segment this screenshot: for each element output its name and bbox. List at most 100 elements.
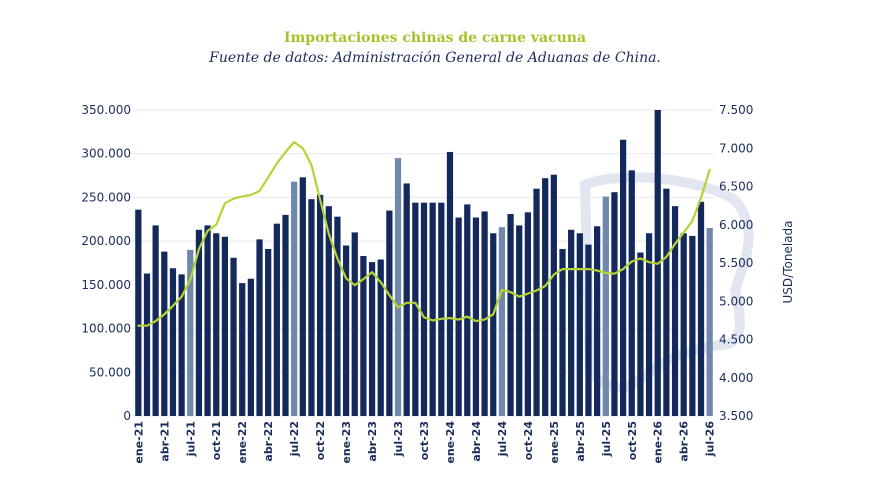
bar	[472, 217, 480, 416]
x-tick-label: oct-21	[210, 421, 223, 460]
bar	[265, 249, 272, 416]
x-tick-label: jul-21	[184, 421, 197, 457]
right-axis: 3.500 4.000 4.500 5.000 5.500 6.000 6.500 7.000…	[719, 103, 753, 423]
bar	[516, 225, 523, 416]
bar	[169, 268, 177, 416]
x-tick-label: ene-24	[444, 421, 457, 464]
price-line-series	[137, 141, 711, 327]
bar	[239, 283, 246, 416]
bar	[706, 228, 713, 416]
bar	[559, 249, 566, 416]
bar	[135, 209, 142, 416]
bar	[680, 233, 687, 416]
chart-subtitle: Fuente de datos: Administración General …	[209, 50, 661, 66]
x-tick-label: abr-25	[574, 421, 587, 462]
bar	[524, 212, 531, 416]
bar	[637, 252, 644, 416]
x-tick-label: oct-23	[418, 421, 431, 460]
x-tick-label: jul-22	[288, 421, 301, 457]
bar	[611, 192, 618, 416]
x-tick-label: abr-22	[262, 421, 275, 462]
bar	[213, 233, 220, 416]
right-tick-label: 7.000	[719, 141, 753, 155]
bar	[204, 225, 211, 416]
bar	[550, 174, 557, 416]
bar	[645, 233, 653, 416]
bar	[161, 251, 168, 416]
bar	[256, 239, 263, 416]
x-tick-label: oct-24	[522, 421, 535, 461]
bar	[498, 227, 506, 416]
bar	[429, 202, 436, 416]
bar	[394, 158, 402, 417]
bar	[377, 259, 384, 416]
watermark-shape	[579, 172, 754, 393]
bar	[438, 202, 445, 416]
bar	[187, 249, 194, 416]
bar	[663, 188, 670, 416]
x-tick-label: abr-24	[470, 421, 483, 462]
right-tick-label: 4.000	[719, 371, 753, 385]
right-tick-label: 4.500	[719, 333, 753, 347]
bar	[420, 202, 428, 416]
bar	[308, 199, 315, 416]
x-tick-label: jul-24	[496, 421, 509, 458]
bar	[230, 257, 237, 416]
left-tick-label: 150.000	[81, 278, 131, 292]
bar	[481, 211, 488, 416]
bar	[533, 188, 540, 416]
bar	[282, 214, 289, 416]
watermark-logo	[579, 172, 754, 393]
bar	[273, 223, 280, 416]
bar	[464, 204, 471, 416]
left-tick-label: 350.000	[81, 103, 131, 117]
bar	[291, 181, 298, 416]
bar	[334, 216, 341, 416]
right-tick-label: 6.500	[719, 180, 753, 194]
bar	[455, 217, 462, 416]
x-tick-label: jul-26	[704, 421, 717, 458]
left-axis: 0 50.000 100.000 150.000 200.000 250.000 300.0…	[81, 103, 131, 423]
right-tick-label: 6.000	[719, 218, 753, 232]
bar	[542, 178, 549, 416]
price-line	[137, 141, 711, 327]
x-tick-label: ene-25	[548, 421, 561, 464]
right-tick-label: 5.000	[719, 294, 753, 308]
bar	[568, 229, 575, 416]
right-axis-title: USD/Tonelada	[781, 221, 795, 304]
bar	[360, 256, 367, 416]
bar	[195, 229, 203, 416]
left-tick-label: 250.000	[81, 190, 131, 204]
bar	[585, 244, 592, 416]
bar	[178, 274, 185, 416]
bar	[619, 139, 627, 416]
bar	[143, 273, 151, 416]
right-tick-label: 5.500	[719, 256, 753, 270]
bar	[386, 210, 393, 416]
bar	[697, 201, 705, 416]
x-tick-label: ene-22	[236, 421, 249, 464]
x-tick-label: abr-26	[678, 421, 691, 462]
bar	[602, 196, 609, 416]
left-tick-label: 300.000	[81, 147, 131, 161]
bar	[576, 233, 583, 416]
x-tick-label: jul-25	[600, 421, 613, 457]
bar-series	[135, 110, 713, 417]
bar	[299, 177, 306, 416]
x-tick-label: abr-23	[366, 421, 379, 462]
x-tick-label: ene-23	[340, 421, 353, 464]
bar	[221, 236, 229, 416]
bar	[594, 226, 601, 416]
right-tick-label: 7.500	[719, 103, 753, 117]
left-tick-label: 0	[123, 409, 131, 423]
bar	[403, 183, 410, 416]
x-tick-label: oct-25	[626, 421, 639, 460]
x-tick-label: oct-22	[314, 421, 327, 460]
bar	[412, 202, 419, 416]
bar	[490, 233, 497, 416]
bar	[342, 245, 350, 416]
bar	[507, 214, 514, 416]
x-tick-label: ene-21	[132, 421, 145, 464]
bar	[247, 278, 254, 416]
x-tick-label: abr-21	[158, 421, 171, 462]
